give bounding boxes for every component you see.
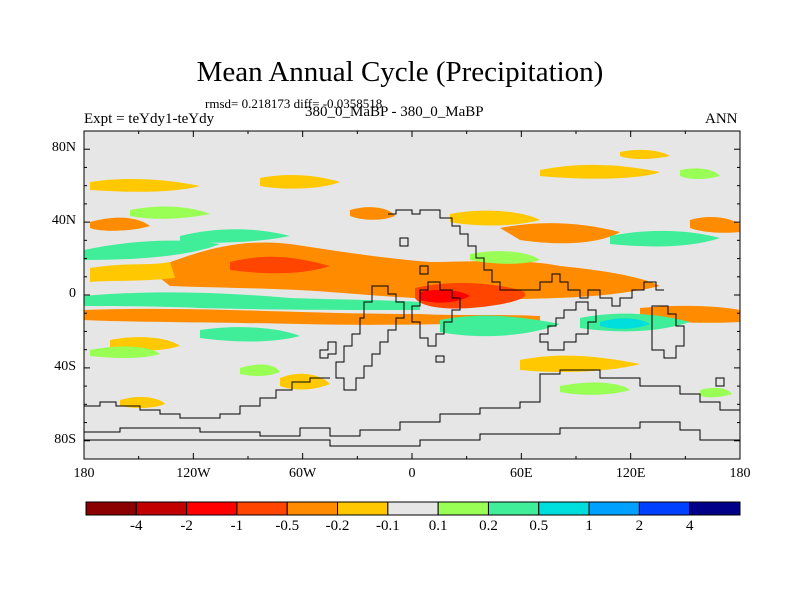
anomaly-region [260, 175, 340, 189]
anomaly-region [620, 149, 670, 159]
colorbar-swatch [85, 501, 137, 516]
anomaly-region [520, 355, 640, 372]
x-tick-label: 120E [615, 466, 646, 481]
colorbar-label: -0.1 [375, 518, 400, 534]
anomaly-region [560, 382, 630, 395]
anomaly-region [84, 308, 540, 325]
colorbar-swatch [689, 501, 741, 516]
y-axis-ticks [84, 148, 740, 442]
y-tick-label: 0 [69, 286, 76, 301]
x-tick-label: 120W [176, 466, 211, 481]
x-tick-label: 60W [289, 466, 317, 481]
anomaly-region [690, 217, 740, 233]
anomaly-region [680, 168, 720, 179]
anomaly-region [240, 364, 280, 376]
colorbar-label: 0.2 [479, 518, 498, 534]
coastline [319, 341, 337, 359]
colorbar-swatch [588, 501, 640, 516]
x-tick-label: 60E [510, 466, 533, 481]
anomaly-region [90, 179, 200, 192]
anomaly-region [230, 256, 330, 274]
x-tick-label: 180 [729, 466, 751, 481]
y-tick-label: 80N [51, 140, 76, 156]
x-tick-label: 180 [73, 466, 95, 481]
colorbar-label: -1 [230, 518, 244, 534]
anomaly-region [130, 206, 210, 219]
colorbar-swatch [286, 501, 339, 516]
coastline [539, 301, 597, 351]
anomaly-region [350, 207, 395, 220]
anomaly-region [470, 251, 540, 264]
colorbar-swatch [538, 501, 590, 516]
coastline [715, 377, 725, 387]
season-label: ANN [705, 111, 738, 127]
coastline [388, 209, 664, 307]
anomaly-field [84, 149, 740, 408]
anomaly-region [600, 318, 650, 329]
y-tick-label: 80S [54, 431, 76, 447]
coastline [435, 355, 445, 363]
colorbar-label: -4 [130, 518, 143, 534]
colorbar-swatch [236, 501, 288, 516]
anomaly-region [84, 240, 220, 260]
anomaly-region [440, 315, 560, 337]
coastline [419, 265, 429, 275]
anomaly-region [420, 289, 470, 303]
colorbar-label: -0.5 [275, 518, 300, 534]
colorbar-swatch [487, 501, 540, 516]
coastline [399, 237, 409, 247]
anomaly-region [500, 223, 620, 244]
colorbar-swatch [437, 501, 489, 516]
colorbar-swatch [638, 501, 691, 516]
anomaly-region [540, 164, 660, 179]
coastline [651, 305, 685, 359]
colorbar-label: -0.2 [325, 518, 350, 534]
anomaly-region [180, 229, 290, 243]
experiment-label: Expt = teYdy1-teYdy [84, 111, 215, 127]
y-tick-label: 40N [51, 213, 76, 229]
colorbar-label: 4 [685, 518, 694, 534]
colorbar-label: -2 [180, 518, 193, 534]
coastlines [84, 209, 740, 447]
case-names: 380_0_MaBP - 380_0_MaBP [305, 104, 484, 120]
colorbar-label: 2 [635, 518, 644, 534]
rmsd-diff-stats: rmsd= 0.218173 diff= -0.0358518 [205, 96, 383, 111]
chart-title: Mean Annual Cycle (Precipitation) [196, 56, 604, 88]
colorbar [85, 501, 741, 516]
colorbar-swatch [387, 501, 439, 516]
anomaly-region [610, 230, 720, 247]
colorbar-label: 1 [585, 518, 593, 534]
anomaly-region [700, 387, 732, 398]
colorbar-label: 0.1 [428, 518, 448, 534]
anomaly-region [120, 397, 165, 408]
anomaly-region [450, 210, 540, 226]
x-axis-ticks [83, 131, 741, 459]
colorbar-swatch [337, 501, 389, 516]
colorbar-label: 0.5 [529, 518, 549, 534]
anomaly-region [90, 217, 150, 231]
colorbar-swatch [135, 501, 188, 516]
coastline [84, 377, 330, 419]
x-tick-label: 0 [408, 466, 416, 481]
colorbar-swatch [186, 501, 238, 516]
anomaly-region [200, 327, 300, 342]
coastline [335, 285, 405, 391]
anomaly-region [90, 262, 175, 282]
anomaly-region [90, 346, 160, 358]
coastline [411, 281, 461, 347]
anomaly-region [150, 242, 660, 300]
coastline [84, 369, 740, 437]
y-tick-label: 40S [54, 358, 76, 374]
anomaly-region [84, 292, 420, 310]
coastline [84, 421, 740, 447]
